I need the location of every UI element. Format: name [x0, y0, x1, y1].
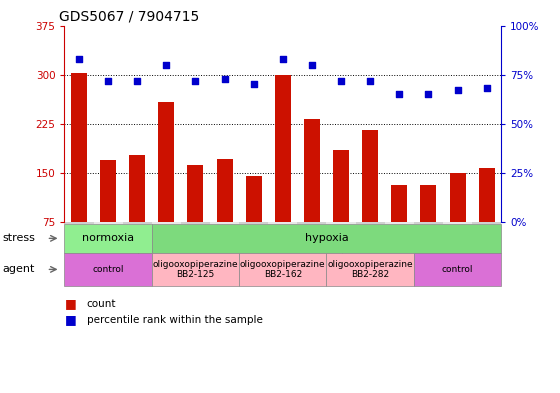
Bar: [100, 160, 116, 271]
Bar: [188, 165, 203, 271]
Text: GDS5067 / 7904715: GDS5067 / 7904715: [59, 10, 199, 24]
Point: [249, 81, 258, 88]
Text: ■: ■: [64, 313, 76, 326]
Text: normoxia: normoxia: [82, 233, 134, 243]
Point: [133, 77, 142, 84]
Text: oligooxopiperazine
BB2-282: oligooxopiperazine BB2-282: [328, 260, 413, 279]
Bar: [362, 130, 378, 271]
Text: hypoxia: hypoxia: [305, 233, 348, 243]
Point: [366, 77, 375, 84]
Point: [482, 85, 491, 92]
Point: [162, 62, 171, 68]
Bar: [275, 75, 291, 271]
Bar: [246, 176, 262, 271]
Text: agent: agent: [3, 264, 35, 274]
Point: [74, 56, 83, 62]
Point: [278, 56, 287, 62]
Point: [191, 77, 200, 84]
Text: oligooxopiperazine
BB2-162: oligooxopiperazine BB2-162: [240, 260, 325, 279]
Point: [307, 62, 316, 68]
Bar: [158, 102, 174, 271]
Point: [220, 75, 229, 82]
Point: [104, 77, 113, 84]
Point: [424, 91, 433, 97]
Text: stress: stress: [3, 233, 36, 243]
Bar: [450, 173, 465, 271]
Point: [337, 77, 346, 84]
Bar: [421, 185, 436, 271]
Bar: [479, 168, 494, 271]
Bar: [391, 185, 407, 271]
Text: control: control: [442, 265, 473, 274]
Bar: [217, 158, 232, 271]
Bar: [129, 154, 145, 271]
Text: percentile rank within the sample: percentile rank within the sample: [87, 314, 263, 325]
Text: control: control: [92, 265, 124, 274]
Point: [453, 87, 462, 94]
Bar: [71, 73, 87, 271]
Text: oligooxopiperazine
BB2-125: oligooxopiperazine BB2-125: [153, 260, 238, 279]
Text: count: count: [87, 299, 116, 309]
Point: [395, 91, 404, 97]
Bar: [304, 119, 320, 271]
Bar: [333, 150, 349, 271]
Text: ■: ■: [64, 297, 76, 310]
